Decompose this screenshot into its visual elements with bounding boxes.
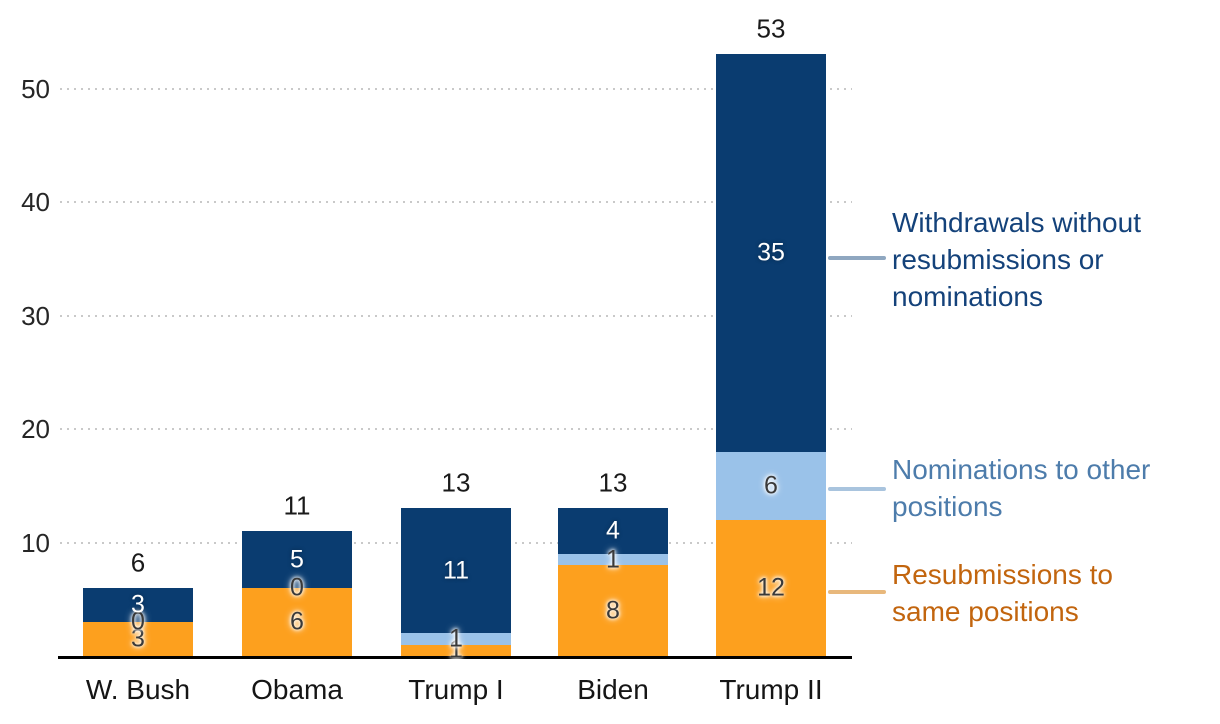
bar-total-label: 6 [130, 547, 146, 578]
legend-label-resubmissions: Resubmissions to same positions [892, 556, 1113, 630]
gridline-50 [60, 87, 852, 90]
segment-value-label: 3 [131, 590, 145, 619]
x-axis-category-label: Trump I [408, 674, 504, 705]
bar-segment-withdrawals [558, 508, 668, 554]
bar-segment-resubmissions [401, 644, 511, 656]
x-axis-category-label: Trump II [719, 674, 823, 705]
y-tick-label: 30 [21, 300, 50, 331]
segment-value-label: 1 [449, 624, 463, 653]
legend-connector-resubmissions [828, 590, 886, 594]
x-axis-line [58, 656, 852, 659]
x-axis-category-label: Obama [251, 674, 343, 705]
legend-label-nominations: Nominations to other positions [892, 451, 1150, 525]
legend-label-line: resubmissions or [892, 244, 1104, 275]
y-tick-label: 10 [21, 527, 50, 558]
segment-value-label: 12 [757, 573, 785, 602]
x-axis-category-label: W. Bush [85, 674, 191, 705]
y-tick-label: 50 [21, 73, 50, 104]
bar-segment-resubmissions [242, 587, 352, 656]
segment-value-label: 3 [131, 624, 145, 653]
legend-label-line: Nominations to other [892, 454, 1151, 485]
legend-connector-nominations [828, 487, 886, 491]
bar-segment-withdrawals [242, 531, 352, 588]
segment-value-label: 0 [131, 607, 145, 636]
segment-value-label: 5 [290, 545, 304, 574]
gridline-40 [60, 201, 852, 203]
bar-segment-resubmissions [83, 621, 193, 656]
bar-segment-nominations [401, 633, 511, 645]
segment-value-label: 0 [290, 573, 304, 602]
legend-label-line: nominations [892, 281, 1043, 312]
y-tick-label: 20 [21, 414, 50, 444]
bar-total-label: 53 [756, 13, 786, 44]
segment-value-label: 8 [606, 596, 620, 625]
bar-total-label: 11 [283, 490, 311, 521]
segment-value-label: 4 [606, 516, 620, 545]
gridline-30 [60, 314, 852, 317]
bar-total-label: 13 [441, 467, 471, 498]
y-tick-label: 40 [21, 187, 50, 217]
legend-label-line: same positions [892, 596, 1079, 627]
bar-segment-nominations [716, 451, 826, 520]
segment-value-label: 11 [443, 556, 469, 585]
legend-connector-withdrawals [828, 256, 886, 260]
legend-label-line: positions [892, 491, 1003, 522]
legend-label-line: Withdrawals without [892, 207, 1141, 238]
segment-value-label: 6 [290, 607, 304, 636]
bar-segment-withdrawals [716, 54, 826, 452]
gridline-20 [60, 428, 852, 430]
legend-label-line: Resubmissions to [892, 559, 1113, 590]
segment-value-label: 35 [757, 238, 785, 267]
segment-value-label: 1 [606, 545, 620, 574]
x-axis-category-label: Biden [577, 674, 649, 705]
segment-value-label: 1 [449, 635, 463, 664]
bar-total-label: 13 [598, 467, 628, 498]
bar-segment-resubmissions [716, 519, 826, 656]
legend-label-withdrawals: Withdrawals without resubmissions or nomin… [892, 204, 1141, 315]
bar-segment-resubmissions [558, 565, 668, 656]
segment-value-label: 6 [764, 471, 778, 500]
bar-segment-nominations [558, 553, 668, 566]
bar-segment-withdrawals [83, 587, 193, 622]
bar-segment-withdrawals [401, 508, 511, 634]
